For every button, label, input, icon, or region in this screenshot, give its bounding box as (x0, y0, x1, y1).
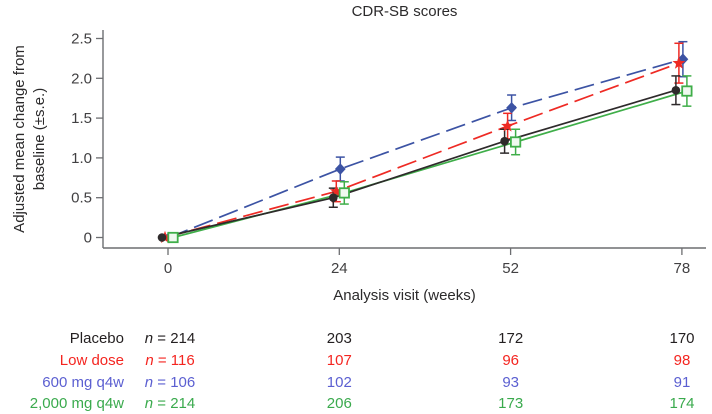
baseline-n-cell: n = 116 (145, 352, 195, 369)
baseline-n-cell: n = 214 (144, 330, 196, 347)
baseline-n-cell: n = 214 (144, 395, 196, 412)
count-cell-wk52: 96 (502, 352, 520, 369)
row-label: 600 mg q4w (42, 373, 124, 391)
table-row-low-dose: Low dose n = 116 107 96 98 (0, 350, 712, 371)
count-cell-wk52: 93 (502, 373, 520, 391)
x-tick-label: 78 (674, 260, 691, 277)
series-line-2-000-mg-q4w (172, 90, 688, 239)
count-cell-wk78: 170 (669, 330, 695, 347)
table-row-2-000-mg-q4w: 2,000 mg q4w n = 214 206 173 174 (0, 393, 712, 414)
y-tick-label: 0.5 (71, 190, 92, 207)
n-symbol: n (144, 330, 154, 347)
x-tick-label: 24 (331, 260, 348, 277)
markers-low-dose (158, 56, 686, 243)
marker-2-000-mg-q4w-wk24 (338, 187, 350, 199)
count-cell-wk52: 173 (498, 395, 524, 412)
count-cell-wk52: 172 (498, 330, 524, 347)
marker-2-000-mg-q4w-wk78 (681, 85, 693, 97)
count-cell-wk24: 107 (326, 352, 352, 369)
row-label: Low dose (59, 352, 124, 369)
marker-placebo-wk24 (329, 193, 338, 202)
y-tick-label: 0 (84, 230, 92, 247)
row-label: 2,000 mg q4w (29, 395, 124, 412)
baseline-n-cell: n = 106 (144, 373, 196, 391)
table-row-placebo: Placebo n = 214 203 172 170 (0, 328, 712, 349)
series-line-low-dose (164, 62, 680, 239)
count-cell-wk24: 203 (326, 330, 352, 347)
y-tick-label: 2.5 (71, 31, 92, 48)
marker-low-dose-wk78 (672, 56, 686, 69)
marker-600-mg-q4w-wk52 (506, 101, 517, 114)
count-cell-wk78: 98 (673, 352, 691, 369)
markers-placebo (157, 85, 681, 242)
count-cell-wk78: 174 (669, 395, 695, 412)
markers-600-mg-q4w (163, 53, 689, 244)
table-row-600-mg-q4w: 600 mg q4w n = 106 102 93 91 (0, 372, 712, 393)
x-tick-label: 52 (502, 260, 519, 277)
n-symbol: n (145, 352, 154, 369)
y-tick-label: 1.0 (71, 150, 92, 167)
chart-title: CDR-SB scores (351, 3, 458, 20)
series-600-mg-q4w (168, 40, 688, 239)
x-axis-title: Analysis visit (weeks) (333, 287, 476, 304)
marker-2-000-mg-q4w-wk52 (509, 136, 522, 148)
marker-placebo-wk0 (157, 233, 167, 242)
marker-2-000-mg-q4w-wk0 (167, 231, 179, 244)
markers-2-000-mg-q4w (167, 85, 693, 244)
series-placebo (161, 75, 681, 239)
count-cell-wk24: 102 (326, 373, 352, 391)
n-symbol: n (144, 373, 154, 391)
series-2-000-mg-q4w (172, 75, 692, 239)
y-tick-label: 1.5 (71, 110, 92, 127)
count-cell-wk78: 91 (673, 373, 691, 391)
x-tick-label: 0 (164, 260, 172, 277)
marker-low-dose-wk24 (329, 184, 343, 197)
marker-placebo-wk78 (671, 85, 681, 95)
series-low-dose (164, 42, 684, 239)
series-line-placebo (161, 89, 677, 239)
row-label: Placebo (69, 330, 124, 347)
marker-600-mg-q4w-wk24 (334, 163, 346, 175)
count-cell-wk24: 206 (326, 395, 352, 412)
y-tick-label: 2.0 (71, 70, 92, 87)
marker-placebo-wk52 (500, 136, 509, 146)
plot-area: 0 0.5 1.0 1.5 2.0 2.5 0 24 52 78 (71, 30, 706, 277)
series-line-600-mg-q4w (168, 58, 684, 239)
marker-low-dose-wk52 (501, 119, 515, 132)
n-symbol: n (144, 395, 154, 412)
